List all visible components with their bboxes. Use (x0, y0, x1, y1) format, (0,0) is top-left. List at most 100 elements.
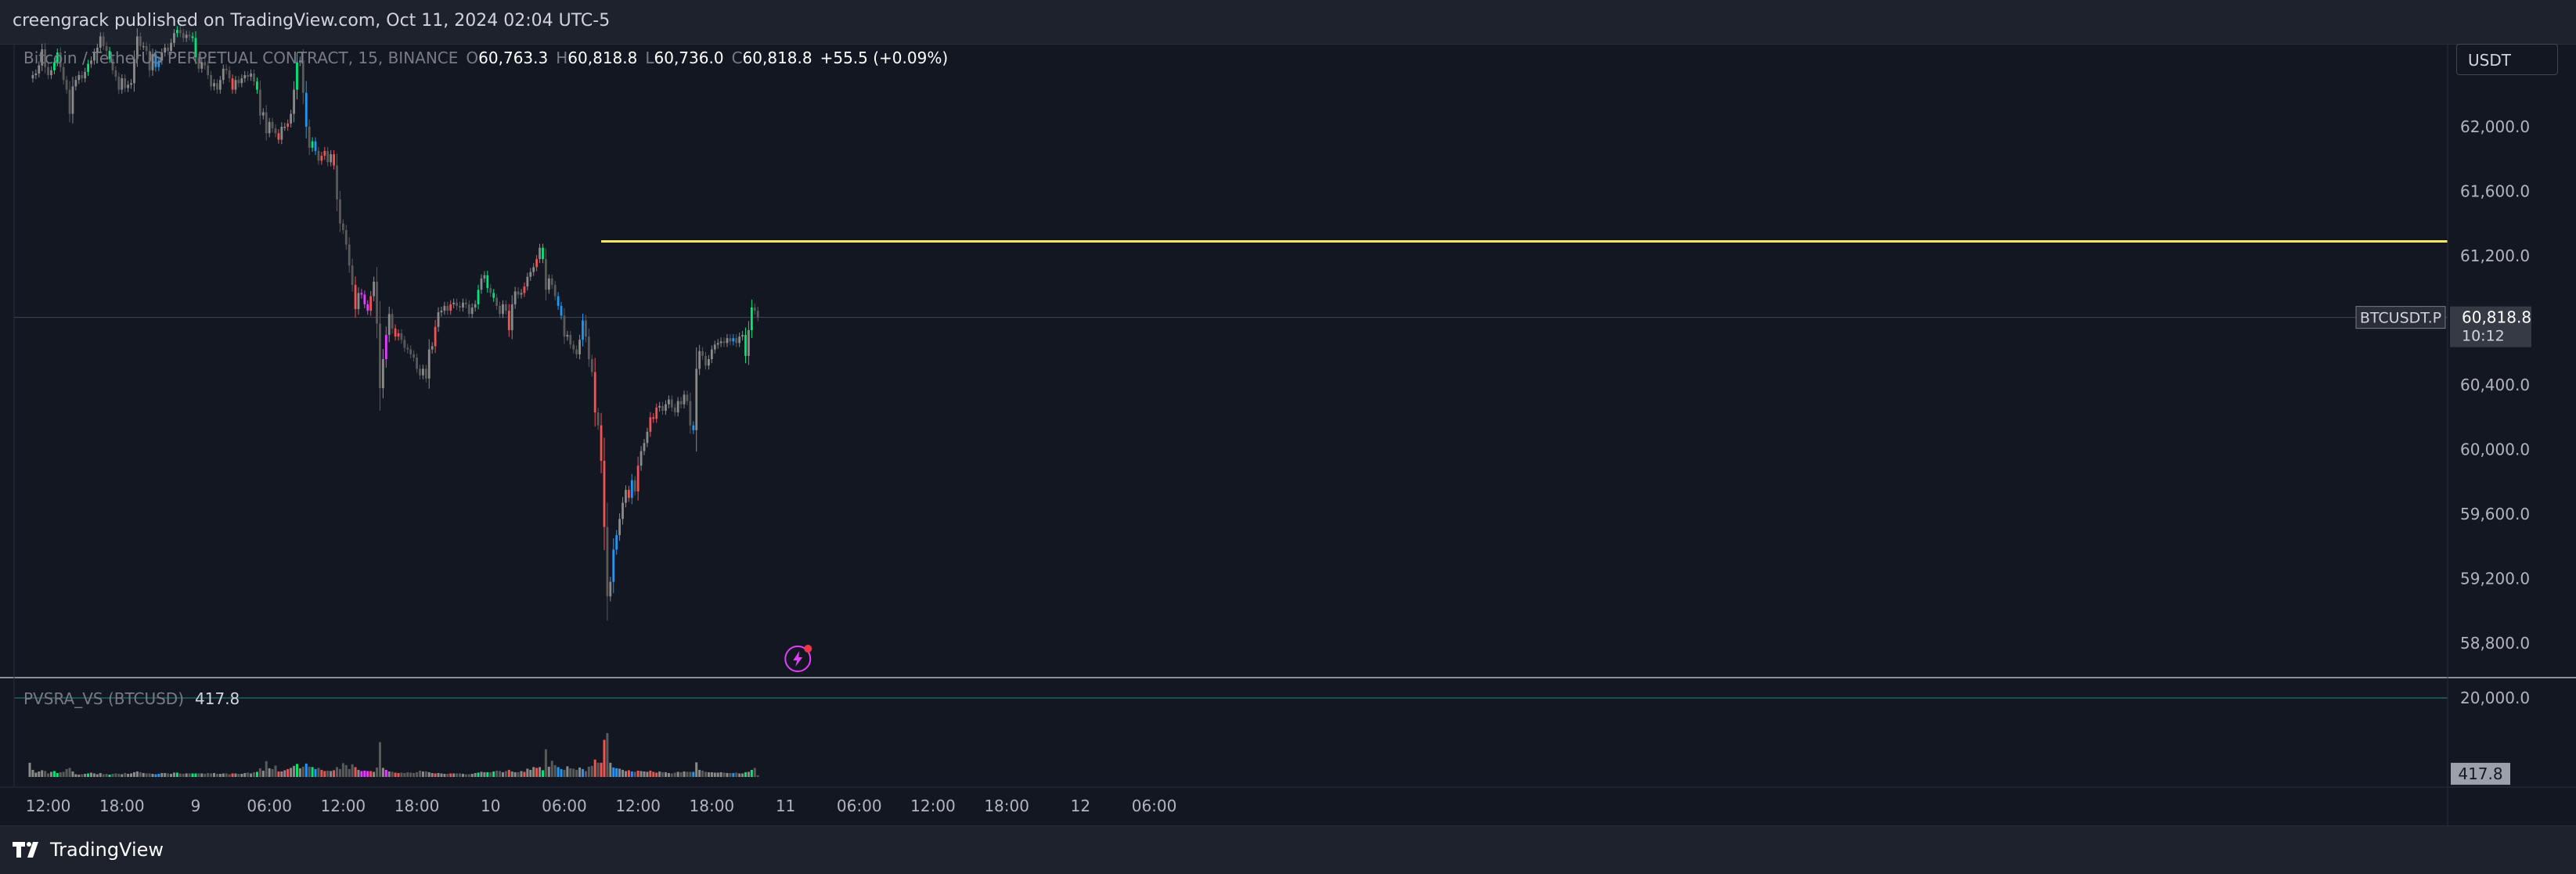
candle-body[interactable] (34, 73, 38, 75)
candle-body[interactable] (173, 33, 175, 43)
volume-bar[interactable] (459, 773, 461, 777)
volume-bar[interactable] (553, 764, 557, 777)
candle-body[interactable] (732, 338, 735, 342)
candle-body[interactable] (394, 328, 397, 337)
volume-bar[interactable] (357, 769, 360, 777)
candle-body[interactable] (609, 581, 612, 597)
candle-body[interactable] (74, 80, 77, 87)
volume-bar[interactable] (277, 771, 280, 777)
candle-body[interactable] (627, 490, 630, 498)
candle-body[interactable] (722, 341, 726, 343)
volume-bar[interactable] (326, 770, 330, 777)
candle-body[interactable] (636, 466, 639, 492)
volume-bar[interactable] (673, 772, 676, 777)
candle-body[interactable] (698, 351, 701, 369)
volume-bar[interactable] (366, 771, 369, 777)
candle-body[interactable] (756, 311, 759, 318)
volume-bar[interactable] (293, 765, 296, 777)
volume-bar[interactable] (314, 768, 317, 777)
volume-bar[interactable] (563, 769, 566, 777)
volume-bar[interactable] (151, 773, 154, 777)
volume-bar[interactable] (290, 768, 293, 777)
candle-body[interactable] (167, 47, 170, 52)
volume-bar[interactable] (373, 771, 376, 777)
volume-bar[interactable] (726, 772, 729, 777)
candle-body[interactable] (513, 291, 517, 304)
volume-bar[interactable] (452, 773, 456, 777)
volume-bar[interactable] (341, 763, 344, 777)
candle-body[interactable] (419, 369, 421, 376)
candle-body[interactable] (713, 344, 716, 350)
candle-body[interactable] (366, 304, 369, 311)
candle-body[interactable] (351, 265, 354, 286)
candle-body[interactable] (164, 47, 167, 53)
volume-bar[interactable] (41, 770, 44, 777)
candle-body[interactable] (296, 62, 298, 90)
candle-body[interactable] (373, 282, 375, 297)
volume-bar[interactable] (222, 773, 225, 777)
volume-bar[interactable] (62, 771, 65, 777)
candle-body[interactable] (532, 267, 535, 272)
lightning-alert-icon[interactable] (784, 645, 812, 672)
candle-body[interactable] (84, 71, 87, 79)
candle-body[interactable] (154, 54, 157, 67)
volume-bar[interactable] (102, 774, 105, 777)
candle-body[interactable] (695, 369, 698, 430)
candle-body[interactable] (341, 223, 344, 230)
volume-bar[interactable] (695, 762, 698, 777)
volume-bar[interactable] (507, 769, 510, 777)
candle-body[interactable] (87, 63, 89, 72)
candle-body[interactable] (738, 336, 741, 343)
candle-body[interactable] (56, 52, 59, 63)
candle-body[interactable] (121, 78, 124, 90)
volume-bar[interactable] (139, 771, 142, 777)
candle-body[interactable] (668, 399, 670, 405)
candle-body[interactable] (716, 343, 719, 345)
candle-body[interactable] (290, 113, 293, 124)
candle-body[interactable] (213, 83, 215, 87)
volume-bar[interactable] (154, 774, 157, 777)
candle-body[interactable] (234, 80, 237, 90)
candle-body[interactable] (135, 36, 139, 59)
candle-body[interactable] (336, 165, 338, 200)
volume-bar[interactable] (547, 766, 550, 777)
volume-bar[interactable] (301, 766, 304, 777)
candle-body[interactable] (708, 359, 710, 366)
volume-bar[interactable] (145, 773, 148, 777)
volume-bar[interactable] (590, 765, 593, 777)
candle-body[interactable] (679, 401, 683, 405)
volume-bar[interactable] (738, 773, 741, 777)
volume-bar[interactable] (523, 771, 526, 777)
candle-body[interactable] (467, 304, 470, 315)
volume-bar[interactable] (265, 761, 268, 777)
volume-pane[interactable] (14, 697, 2448, 777)
volume-bar[interactable] (250, 773, 253, 777)
volume-bar[interactable] (268, 768, 271, 777)
volume-bar[interactable] (338, 768, 341, 777)
volume-bar[interactable] (170, 773, 173, 777)
candle-body[interactable] (314, 141, 317, 151)
volume-bar[interactable] (544, 749, 547, 777)
volume-bar[interactable] (87, 773, 90, 777)
volume-bar[interactable] (713, 772, 716, 777)
volume-bar[interactable] (311, 767, 314, 777)
volume-bar[interactable] (336, 767, 338, 777)
volume-bar[interactable] (492, 771, 495, 777)
candle-body[interactable] (710, 349, 713, 359)
volume-bar[interactable] (606, 732, 609, 777)
volume-bar[interactable] (197, 773, 200, 777)
candle-body[interactable] (71, 86, 74, 114)
volume-bar[interactable] (603, 739, 606, 777)
volume-bar[interactable] (582, 768, 584, 777)
volume-bar[interactable] (188, 773, 191, 777)
volume-bar[interactable] (31, 769, 34, 777)
volume-bar[interactable] (510, 771, 513, 777)
candle-body[interactable] (753, 308, 756, 311)
volume-bar[interactable] (704, 771, 707, 777)
candle-body[interactable] (59, 52, 62, 67)
volume-bar[interactable] (646, 771, 649, 777)
volume-bar[interactable] (609, 762, 612, 777)
volume-bar[interactable] (274, 765, 277, 777)
candle-body[interactable] (139, 36, 142, 46)
volume-bar[interactable] (215, 773, 218, 777)
